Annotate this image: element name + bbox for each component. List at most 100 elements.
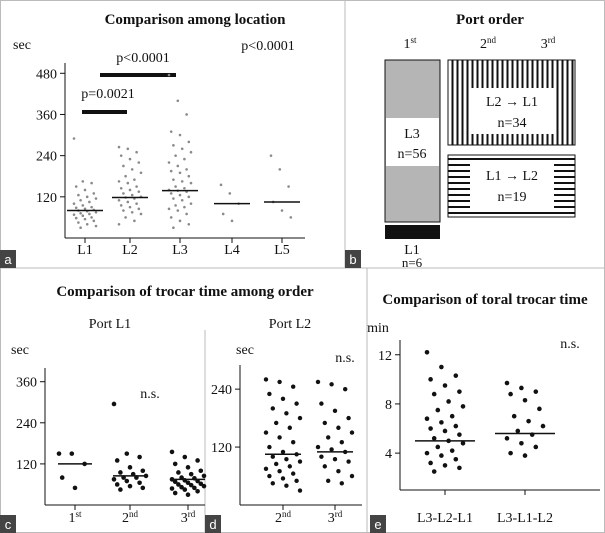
data-point xyxy=(339,481,344,486)
data-point xyxy=(174,154,177,157)
data-point xyxy=(135,185,138,188)
data-point xyxy=(182,454,188,460)
data-point xyxy=(124,451,130,456)
data-point xyxy=(201,483,207,489)
data-point xyxy=(431,391,437,397)
x-tick-label: L3-L1-L2 xyxy=(497,511,553,526)
data-point xyxy=(349,473,355,479)
data-point xyxy=(92,192,96,195)
data-point xyxy=(504,380,510,386)
data-point xyxy=(185,212,188,216)
data-point xyxy=(280,449,286,455)
x-tick-label: 3rd xyxy=(181,509,196,526)
data-point xyxy=(169,169,173,173)
x-tick-label: L3-L2-L1 xyxy=(417,511,473,526)
data-point xyxy=(90,181,93,185)
data-point xyxy=(72,213,76,216)
x-tick-label-sup: rd xyxy=(188,509,196,519)
data-point xyxy=(133,178,136,181)
data-point xyxy=(169,486,175,491)
data-point xyxy=(189,202,193,205)
data-point xyxy=(111,477,117,482)
data-point xyxy=(94,197,98,200)
box-label-bg xyxy=(470,164,554,208)
data-point xyxy=(85,222,89,226)
data-point xyxy=(59,475,65,480)
y-axis-label: min xyxy=(367,321,389,336)
y-tick-label: 360 xyxy=(36,108,57,123)
data-point xyxy=(85,195,89,199)
data-point xyxy=(79,226,82,230)
data-point xyxy=(442,428,448,434)
data-point xyxy=(189,181,193,185)
data-point xyxy=(287,185,290,188)
data-point xyxy=(278,168,282,171)
x-tick-label: 2nd xyxy=(275,509,292,526)
x-tick-label-base: 3 xyxy=(328,511,335,526)
data-point xyxy=(284,411,289,416)
data-point xyxy=(172,178,175,181)
data-point xyxy=(94,224,98,228)
data-point xyxy=(167,161,171,164)
data-point xyxy=(179,484,184,490)
data-point xyxy=(315,444,321,450)
data-point xyxy=(74,216,78,220)
data-point xyxy=(329,382,334,387)
x-tick-label: 1st xyxy=(68,509,82,526)
data-point xyxy=(185,465,191,470)
data-point xyxy=(172,479,178,485)
data-point xyxy=(343,386,348,392)
data-point xyxy=(346,459,351,464)
data-point xyxy=(140,468,146,474)
data-point xyxy=(172,197,175,200)
y-axis-label: sec xyxy=(11,343,29,358)
data-point xyxy=(446,399,451,404)
panel-label: d xyxy=(209,517,216,532)
data-point xyxy=(117,198,121,202)
data-point xyxy=(280,396,286,401)
data-point xyxy=(277,435,282,440)
data-point xyxy=(83,207,87,211)
data-point xyxy=(77,193,80,197)
data-point xyxy=(176,482,181,487)
data-point xyxy=(533,444,539,450)
data-point xyxy=(180,180,184,183)
data-point xyxy=(83,217,87,221)
data-point xyxy=(424,450,430,456)
data-point xyxy=(326,435,331,440)
panel-label: a xyxy=(4,252,12,267)
data-point xyxy=(174,185,177,188)
data-point xyxy=(187,195,191,199)
y-tick-label: 240 xyxy=(36,150,57,165)
data-point xyxy=(263,377,269,382)
data-point xyxy=(522,397,528,403)
box-text: L2 → L1 xyxy=(486,95,538,110)
data-point xyxy=(319,401,324,406)
data-point xyxy=(332,456,338,462)
data-point xyxy=(511,413,517,419)
data-point xyxy=(284,483,289,488)
data-point xyxy=(267,444,272,450)
data-point xyxy=(139,171,143,175)
data-point xyxy=(339,440,344,445)
data-point xyxy=(346,415,351,421)
data-point xyxy=(128,188,132,192)
data-point xyxy=(519,440,524,446)
data-point xyxy=(128,157,132,161)
data-point xyxy=(319,454,324,459)
box-text: n=6 xyxy=(402,255,423,270)
data-point xyxy=(79,198,82,202)
data-point xyxy=(515,428,521,434)
data-point xyxy=(442,383,448,388)
data-point xyxy=(192,485,197,491)
data-point xyxy=(522,453,528,458)
box-l3-label-bg xyxy=(386,118,439,166)
data-point xyxy=(56,451,62,456)
data-point xyxy=(92,219,96,223)
box-label-bg xyxy=(470,88,554,134)
x-tick-label-sup: nd xyxy=(129,509,139,519)
data-point xyxy=(537,406,542,412)
data-point xyxy=(457,465,462,471)
data-point xyxy=(230,219,234,223)
chart-title: Port L2 xyxy=(269,317,311,332)
